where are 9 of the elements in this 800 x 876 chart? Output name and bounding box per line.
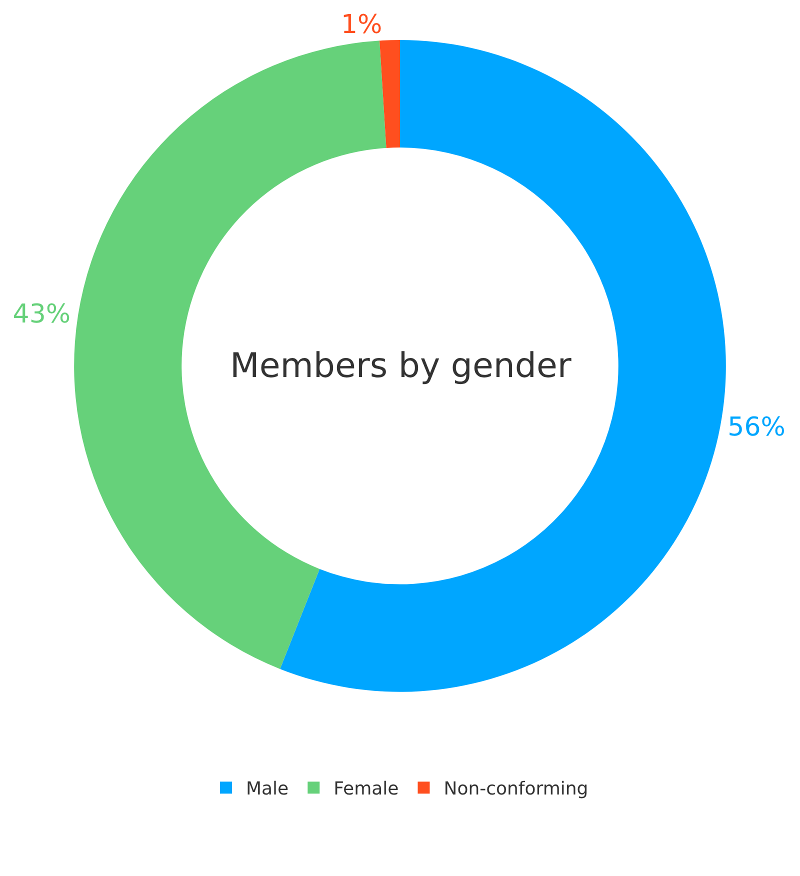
donut-slice (74, 40, 386, 669)
data-label: 43% (12, 300, 71, 330)
data-label: 56% (728, 412, 786, 443)
legend-label: Male (246, 778, 289, 800)
donut-slice (380, 40, 400, 148)
data-label: 1% (341, 10, 382, 40)
legend-label: Non-conforming (444, 778, 588, 800)
text: Members by gender (230, 346, 572, 386)
legend-label: Female (334, 778, 399, 800)
